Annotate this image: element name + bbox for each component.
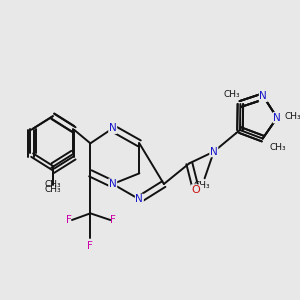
Text: CH₃: CH₃ — [269, 143, 286, 152]
Text: F: F — [87, 241, 93, 251]
Text: CH₃: CH₃ — [224, 91, 240, 100]
Text: F: F — [66, 215, 72, 225]
Text: O: O — [192, 185, 200, 195]
Text: N: N — [136, 194, 143, 204]
Text: CH₃: CH₃ — [45, 180, 61, 189]
Text: N: N — [109, 179, 117, 189]
Text: N: N — [260, 91, 267, 101]
Text: N: N — [109, 123, 117, 133]
Text: CH₃: CH₃ — [194, 181, 210, 190]
Text: CH₃: CH₃ — [44, 185, 61, 194]
Text: N: N — [210, 147, 218, 157]
Text: F: F — [110, 215, 116, 225]
Text: N: N — [273, 113, 281, 123]
Text: CH₃: CH₃ — [285, 112, 300, 121]
